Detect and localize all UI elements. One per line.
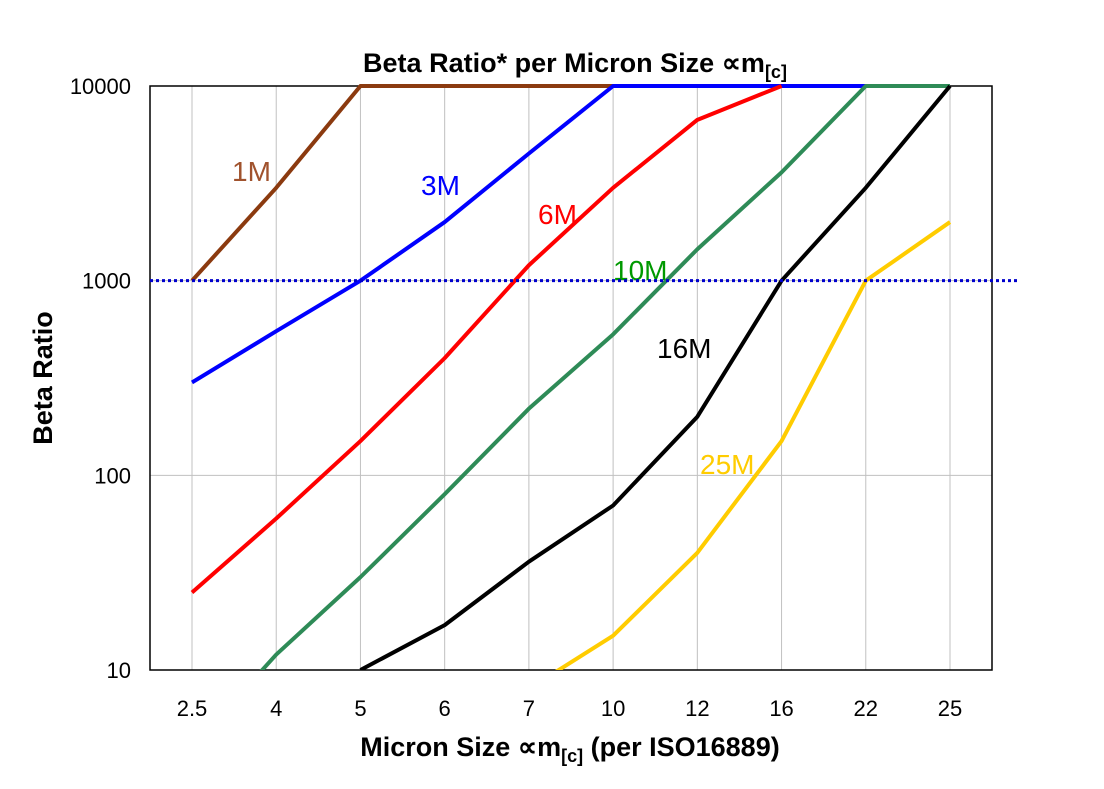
x-tick-label: 22 xyxy=(854,696,878,721)
x-tick-label: 2.5 xyxy=(177,696,208,721)
y-tick-label: 10000 xyxy=(70,74,131,99)
series-line-3M xyxy=(190,84,950,385)
series-label-10M: 10M xyxy=(613,255,667,286)
y-tick-label: 100 xyxy=(94,463,131,488)
y-axis-label: Beta Ratio xyxy=(28,311,58,445)
x-tick-label: 4 xyxy=(270,696,282,721)
series-label-25M: 25M xyxy=(700,449,754,480)
series-label-1M: 1M xyxy=(232,156,271,187)
series-line-1M xyxy=(190,84,614,283)
chart-title: Beta Ratio* per Micron Size ∝m[c] xyxy=(363,48,787,82)
x-tick-label: 16 xyxy=(769,696,793,721)
y-tick-label: 10 xyxy=(107,658,131,683)
series-line-10M xyxy=(259,84,950,670)
x-tick-label: 10 xyxy=(601,696,625,721)
x-tick-label: 25 xyxy=(938,696,962,721)
series-label-6M: 6M xyxy=(538,199,577,230)
series-line-25M xyxy=(555,220,952,670)
x-axis-label: Micron Size ∝m[c] (per ISO16889) xyxy=(360,732,779,766)
series-line-16M xyxy=(359,84,952,670)
y-tick-label: 1000 xyxy=(82,269,131,294)
series-line-6M xyxy=(190,84,783,595)
x-tick-label: 7 xyxy=(523,696,535,721)
x-tick-label: 5 xyxy=(354,696,366,721)
series-label-3M: 3M xyxy=(421,170,460,201)
x-tick-label: 12 xyxy=(685,696,709,721)
x-tick-label: 6 xyxy=(439,696,451,721)
series-label-16M: 16M xyxy=(657,333,711,364)
